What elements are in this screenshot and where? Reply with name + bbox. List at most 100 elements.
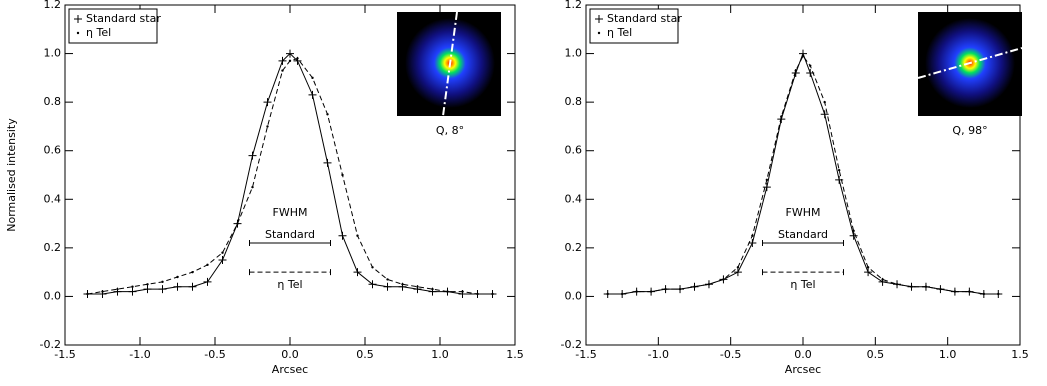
dot-marker: [620, 292, 624, 296]
plus-marker: [263, 98, 272, 107]
dot-marker: [852, 229, 855, 233]
fwhm-title: FWHM: [273, 206, 308, 219]
plus-marker: [849, 231, 858, 240]
dot-marker: [910, 285, 913, 288]
x-tick-label: 0.0: [794, 348, 812, 361]
dot-marker: [635, 290, 638, 293]
dot-marker: [371, 266, 374, 269]
dot-marker: [707, 283, 711, 286]
y-tick-label: 1.2: [44, 0, 62, 11]
dot-marker: [236, 222, 239, 225]
x-tick-label: -1.5: [575, 348, 596, 361]
x-tick-label: 0.5: [356, 348, 374, 361]
inset-slit: [442, 11, 458, 117]
dot-marker: [281, 69, 284, 72]
legend-label: η Tel: [607, 26, 632, 39]
dot-marker: [446, 290, 449, 293]
dot-marker: [649, 290, 653, 293]
plus-marker: [353, 268, 362, 277]
y-tick-label: 0.6: [44, 144, 62, 157]
plus-marker: [218, 256, 227, 264]
fwhm-title: FWHM: [786, 206, 821, 219]
x-tick-label: -1.5: [54, 348, 75, 361]
dot-marker: [341, 173, 344, 177]
dot-marker: [206, 263, 209, 267]
dot-marker: [939, 287, 942, 291]
inset-caption: Q, 98°: [952, 124, 987, 137]
dot-marker: [895, 283, 899, 286]
dot-marker: [221, 251, 224, 254]
legend-marker: [76, 31, 80, 35]
plus-marker: [323, 158, 332, 167]
fwhm-label: Standard: [265, 228, 315, 241]
y-tick-label: 0.8: [565, 95, 583, 108]
dot-marker: [288, 59, 292, 63]
y-tick-label: 1.0: [44, 47, 62, 60]
dot-marker: [86, 292, 89, 296]
plus-marker: [143, 285, 152, 294]
x-tick-label: 1.0: [431, 348, 449, 361]
dot-marker: [251, 185, 254, 189]
fwhm-label: η Tel: [277, 278, 302, 291]
x-tick-label: 1.0: [939, 348, 957, 361]
dot-marker: [751, 234, 754, 237]
dot-marker: [161, 280, 164, 284]
x-tick-label: 1.5: [1011, 348, 1029, 361]
dot-marker: [881, 278, 884, 281]
x-tick-label: -1.0: [129, 348, 150, 361]
legend-marker: [595, 15, 603, 23]
legend-box: [589, 8, 679, 44]
y-tick-label: 0.2: [44, 241, 62, 254]
dot-marker: [953, 290, 957, 293]
plus-marker: [188, 282, 197, 291]
dot-marker: [801, 54, 805, 58]
dot-marker: [722, 278, 725, 281]
dot-marker: [736, 266, 740, 269]
y-tick-label: 0.6: [565, 144, 583, 157]
fwhm-label: η Tel: [790, 278, 815, 291]
plus-marker: [248, 151, 257, 160]
dot-marker: [837, 168, 841, 172]
dot-marker: [794, 69, 797, 72]
y-tick-label: 0.4: [44, 192, 62, 205]
dot-marker: [866, 266, 870, 269]
dot-marker: [982, 292, 986, 296]
legend-label: η Tel: [86, 26, 111, 39]
dot-marker: [386, 278, 389, 281]
inset-image: [397, 11, 501, 117]
dot-marker: [431, 287, 434, 291]
dot-marker: [356, 234, 359, 237]
legend-marker: [74, 15, 82, 23]
dot-marker: [311, 76, 314, 80]
plus-marker: [383, 282, 392, 291]
dot-marker: [191, 270, 194, 274]
y-tick-label: 0.2: [565, 241, 583, 254]
dot-marker: [461, 290, 464, 293]
plus-marker: [338, 231, 347, 240]
dot-marker: [780, 115, 783, 118]
plus-marker: [278, 56, 287, 65]
dot-marker: [131, 285, 134, 288]
inset-image: [917, 12, 1023, 116]
plus-marker: [173, 282, 182, 291]
y-axis-label: Normalised intensity: [5, 118, 18, 232]
dot-marker: [664, 287, 667, 291]
dot-marker: [491, 292, 494, 296]
y-tick-label: 0.0: [565, 289, 583, 302]
inset-caption: Q, 8°: [436, 124, 464, 137]
dot-marker: [693, 285, 696, 288]
y-tick-label: 0.8: [44, 95, 62, 108]
x-tick-label: 0.5: [867, 348, 885, 361]
plus-marker: [762, 183, 771, 192]
y-tick-label: -0.2: [40, 338, 61, 351]
dot-marker: [176, 275, 179, 279]
dot-marker: [416, 285, 419, 288]
legend-label: Standard star: [607, 12, 682, 25]
dot-marker: [924, 285, 928, 288]
plus-marker: [368, 280, 377, 289]
fwhm-label: Standard: [778, 228, 828, 241]
plus-marker: [820, 110, 829, 119]
x-tick-label: -0.5: [720, 348, 741, 361]
dot-marker: [765, 178, 769, 182]
